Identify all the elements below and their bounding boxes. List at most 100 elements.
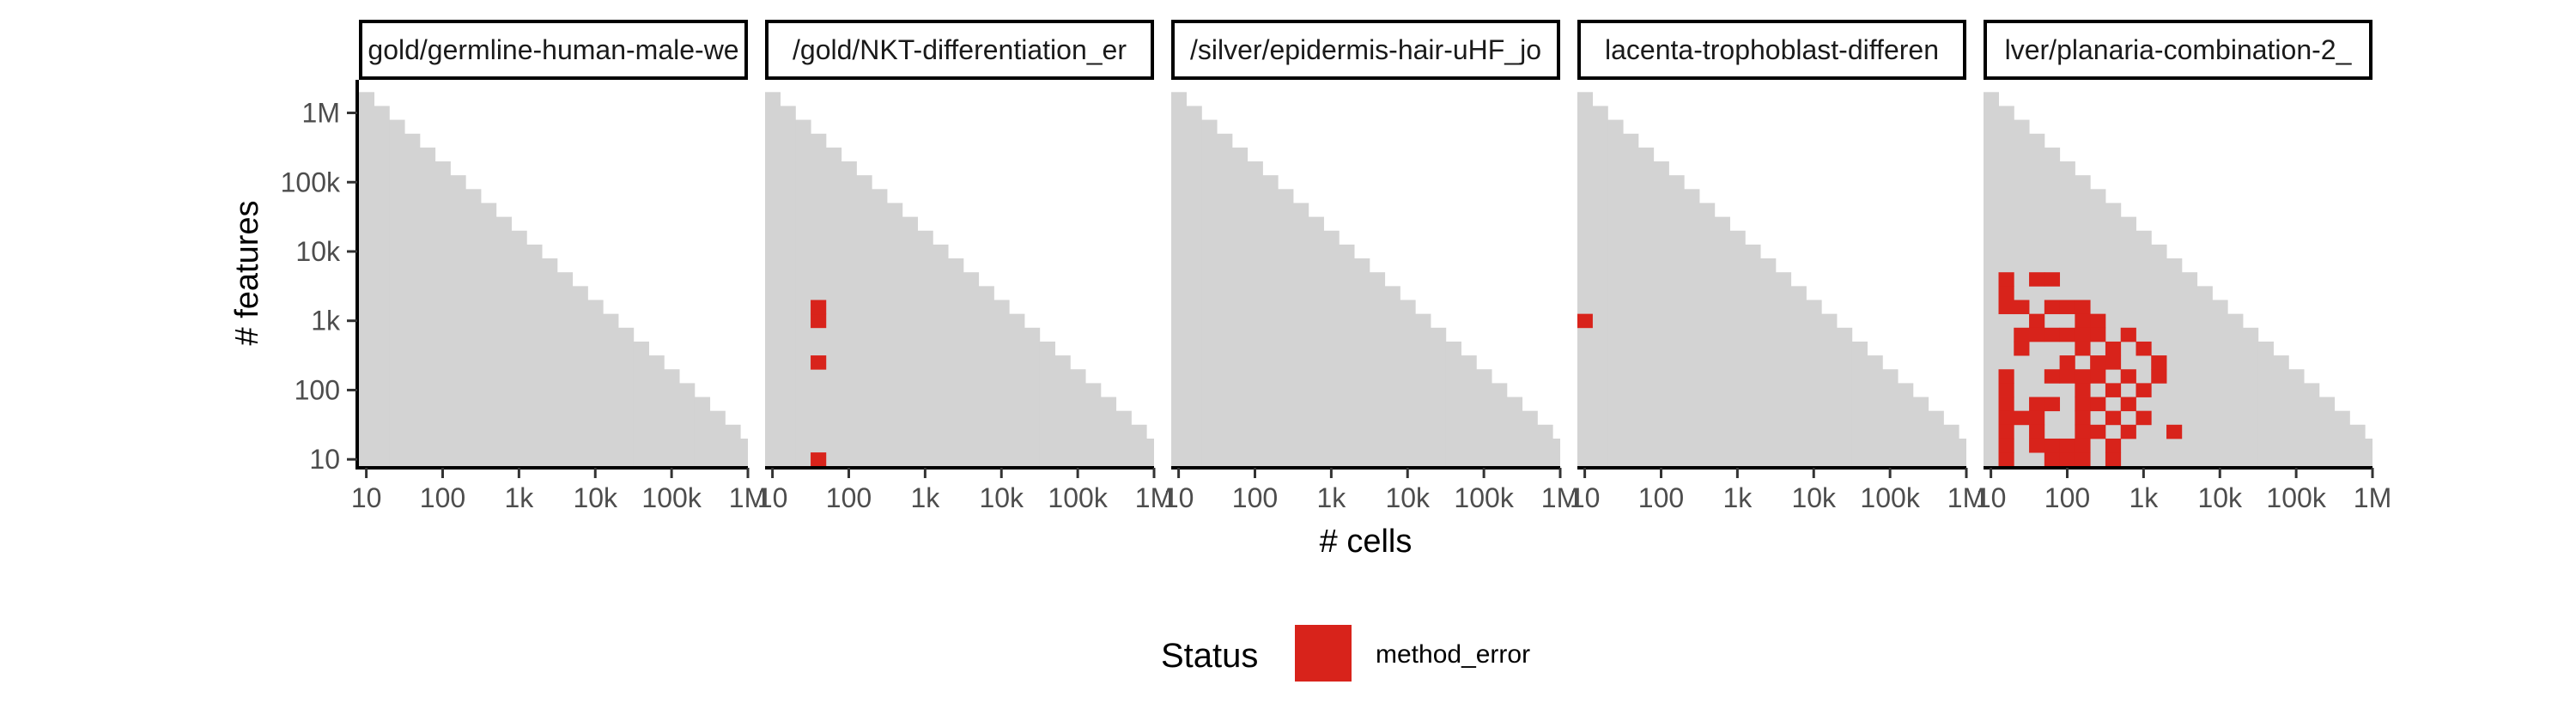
coverage-column [1070,369,1086,466]
method-error-tile [1998,397,2014,412]
method-error-tile [2075,397,2091,412]
coverage-column [1186,106,1202,466]
x-tick-label: 1M [1541,482,1579,513]
method-error-tile [2075,424,2091,439]
coverage-column [648,355,665,466]
coverage-column [948,258,964,466]
coverage-column [450,175,466,466]
coverage-column [780,106,796,466]
coverage-column [1729,230,1746,466]
method-error-tile [2075,369,2091,384]
coverage-column [795,119,811,466]
coverage-column [1821,313,1838,466]
coverage-column [2318,397,2336,466]
coverage-column [1592,106,1608,466]
x-tick-label: 100k [1454,482,1514,513]
coverage-column [872,189,888,466]
x-tick-label: 10 [757,482,788,513]
coverage-column [404,133,421,466]
coverage-column [963,272,980,466]
method-error-tile [2075,313,2091,329]
coverage-column [495,216,512,466]
coverage-column [1668,175,1685,466]
facet-strip-bg [1171,20,1560,80]
x-tick-label: 10k [979,482,1024,513]
coverage-column [933,244,949,466]
coverage-column [2288,369,2305,466]
panel-2: /gold/NKT-differentiation_er 10 100 1k 10k 10… [757,20,1173,513]
coverage-column [2212,300,2228,466]
method-error-tile [2029,438,2045,453]
coverage-column [389,119,405,466]
method-error-tile [2044,397,2061,412]
facet-strip: lver/planaria-combination-2_ [1984,20,2372,80]
coverage-column [664,369,680,466]
facet-strip-bg [1984,20,2372,80]
method-error-tile [2075,452,2091,466]
coverage-column [765,92,781,466]
y-tick-label: 10 [309,444,340,475]
coverage-column [1882,369,1899,466]
facet-strip-bg [359,20,748,80]
coverage-column [2014,119,2030,466]
coverage-column [725,424,741,466]
method-error-tile [2029,410,2045,426]
coverage-column [1039,341,1055,466]
method-error-tile [1998,410,2014,426]
coverage-column [1247,161,1263,466]
method-error-tiles [1998,272,2183,466]
method-error-tile [2075,300,2091,315]
panel-5: lver/planaria-combination-2_ 10 100 1k 10k 10… [1976,20,2391,513]
coverage-area [765,92,1154,466]
coverage-column [419,147,436,466]
method-error-tile [2105,410,2122,426]
method-error-tile [1998,300,2014,315]
method-error-tile [2090,355,2106,370]
coverage-column [2181,272,2198,466]
coverage-column [902,216,918,466]
coverage-column [587,300,604,466]
method-error-tile [2044,438,2061,453]
coverage-column [374,106,390,466]
facet-strip-title: lver/planaria-combination-2_ [2005,34,2353,65]
coverage-column [1806,300,1822,466]
coverage-column [1714,216,1730,466]
x-tick-label: 1k [1722,482,1753,513]
coverage-column [2365,438,2372,466]
coverage-column [1009,313,1025,466]
coverage-column [2151,244,2167,466]
facet-strip-border [359,20,748,80]
x-tick-label: 10 [351,482,382,513]
coverage-column [2304,383,2320,466]
method-error-tile [2151,355,2167,370]
coverage-column [511,230,527,466]
coverage-column [1461,355,1477,466]
coverage-column [603,313,619,466]
method-error-tile [2029,397,2045,412]
coverage-column [1851,341,1868,466]
coverage-column [1898,383,1914,466]
y-tick-label: 10k [295,236,341,267]
coverage-column [1024,327,1041,466]
method-error-tile [2029,327,2045,342]
method-error-tile [2105,383,2122,397]
method-error-tile [2075,341,2091,356]
coverage-column [1912,397,1929,466]
coverage-column [633,341,649,466]
coverage-area [1577,92,1966,466]
x-tick-label: 100k [2266,482,2326,513]
coverage-column [1430,327,1447,466]
coverage-column [709,410,726,466]
method-error-tile [2014,341,2030,356]
facet-strip-title: /gold/NKT-differentiation_er [793,34,1127,65]
panel-3: /silver/epidermis-hair-uHF_jo 10 100 1k 10k 1… [1163,20,1579,513]
coverage-column [480,203,497,466]
coverage-column [2029,133,2045,466]
coverage-column [1537,424,1553,466]
x-tick-label: 10k [573,482,618,513]
method-error-tile [2044,369,2061,384]
x-tick-label: 10 [1570,482,1601,513]
coverage-column [465,189,482,466]
